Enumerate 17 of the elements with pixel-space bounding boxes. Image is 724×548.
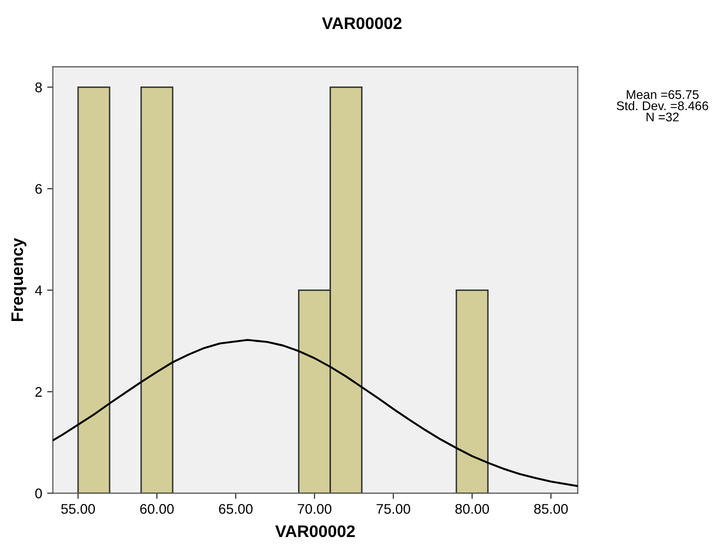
y-tick-label: 6 <box>35 184 42 194</box>
x-tick-label: 55.00 <box>61 504 95 514</box>
x-tick-label: 75.00 <box>376 504 410 514</box>
line-series <box>52 338 578 488</box>
y-tick-label: 0 <box>35 488 42 498</box>
y-tick-label: 8 <box>35 82 42 92</box>
x-tick-label: 60.00 <box>140 504 174 514</box>
text: Mean =65.75 Std. Dev. =8.466 N =32 <box>616 90 708 122</box>
x-tick-label: 80.00 <box>455 504 489 514</box>
y-tick-label: 4 <box>35 286 42 296</box>
y-tick-label: 2 <box>35 387 42 397</box>
x-tick-label: 70.00 <box>298 504 332 514</box>
x-axis-title: VAR00002 <box>275 525 355 538</box>
x-tick-label: 85.00 <box>534 504 568 514</box>
x-tick-label: 65.00 <box>219 504 253 514</box>
chart-title: VAR00002 <box>322 17 402 30</box>
y-axis-title: Frequency <box>11 238 26 322</box>
